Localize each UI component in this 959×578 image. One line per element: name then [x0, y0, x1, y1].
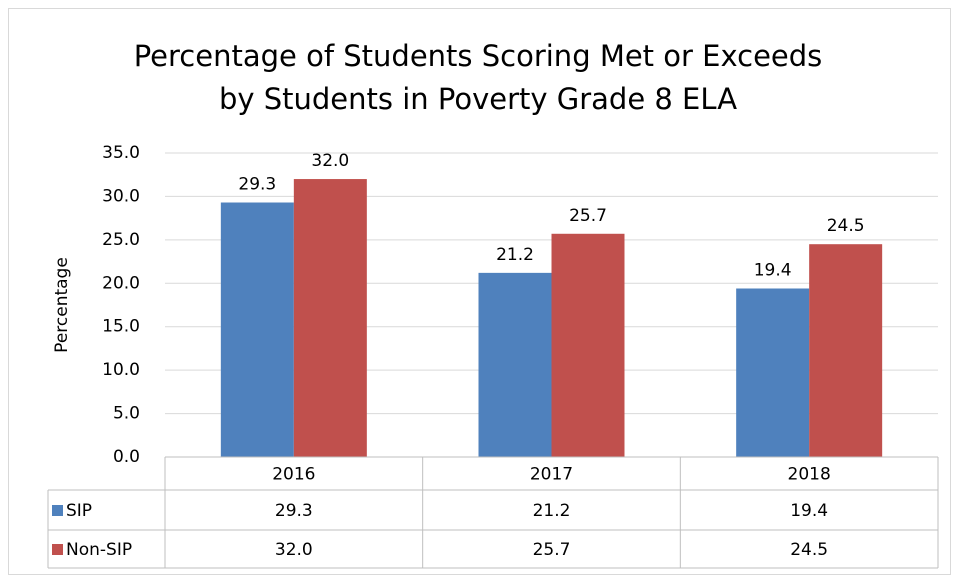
x-tick-label: 2018	[788, 465, 831, 485]
data-label: 21.2	[496, 245, 534, 265]
legend-key	[52, 505, 63, 516]
table-cell: 24.5	[790, 540, 828, 560]
table-cell: 32.0	[275, 540, 313, 560]
x-tick-label: 2017	[530, 465, 573, 485]
table-cell: 25.7	[533, 540, 571, 560]
table-cell: 19.4	[790, 501, 828, 521]
y-tick-label: 10.0	[102, 360, 140, 380]
legend-label: SIP	[66, 501, 92, 521]
table-cell: 21.2	[533, 501, 571, 521]
chart-title: Percentage of Students Scoring Met or Ex…	[134, 39, 823, 73]
bar	[551, 233, 625, 457]
bar	[220, 202, 294, 457]
bar	[736, 288, 810, 457]
data-label: 29.3	[238, 175, 276, 195]
bar	[809, 244, 883, 457]
data-label: 19.4	[754, 260, 792, 280]
y-tick-label: 20.0	[102, 273, 140, 293]
legend-label: Non-SIP	[66, 540, 132, 560]
y-tick-label: 15.0	[102, 317, 140, 337]
data-label: 25.7	[569, 206, 607, 226]
y-tick-label: 5.0	[113, 404, 140, 424]
legend-key	[52, 544, 63, 555]
x-tick-label: 2016	[272, 465, 315, 485]
bar	[293, 179, 367, 458]
y-tick-label: 35.0	[102, 143, 140, 163]
bar	[478, 272, 552, 457]
y-tick-label: 0.0	[113, 447, 140, 467]
y-tick-label: 25.0	[102, 230, 140, 250]
chart-title: by Students in Poverty Grade 8 ELA	[219, 82, 737, 116]
data-label: 32.0	[311, 151, 349, 171]
y-tick-label: 30.0	[102, 186, 140, 206]
y-axis-label: Percentage	[52, 257, 72, 353]
data-label: 24.5	[827, 216, 865, 236]
table-cell: 29.3	[275, 501, 313, 521]
